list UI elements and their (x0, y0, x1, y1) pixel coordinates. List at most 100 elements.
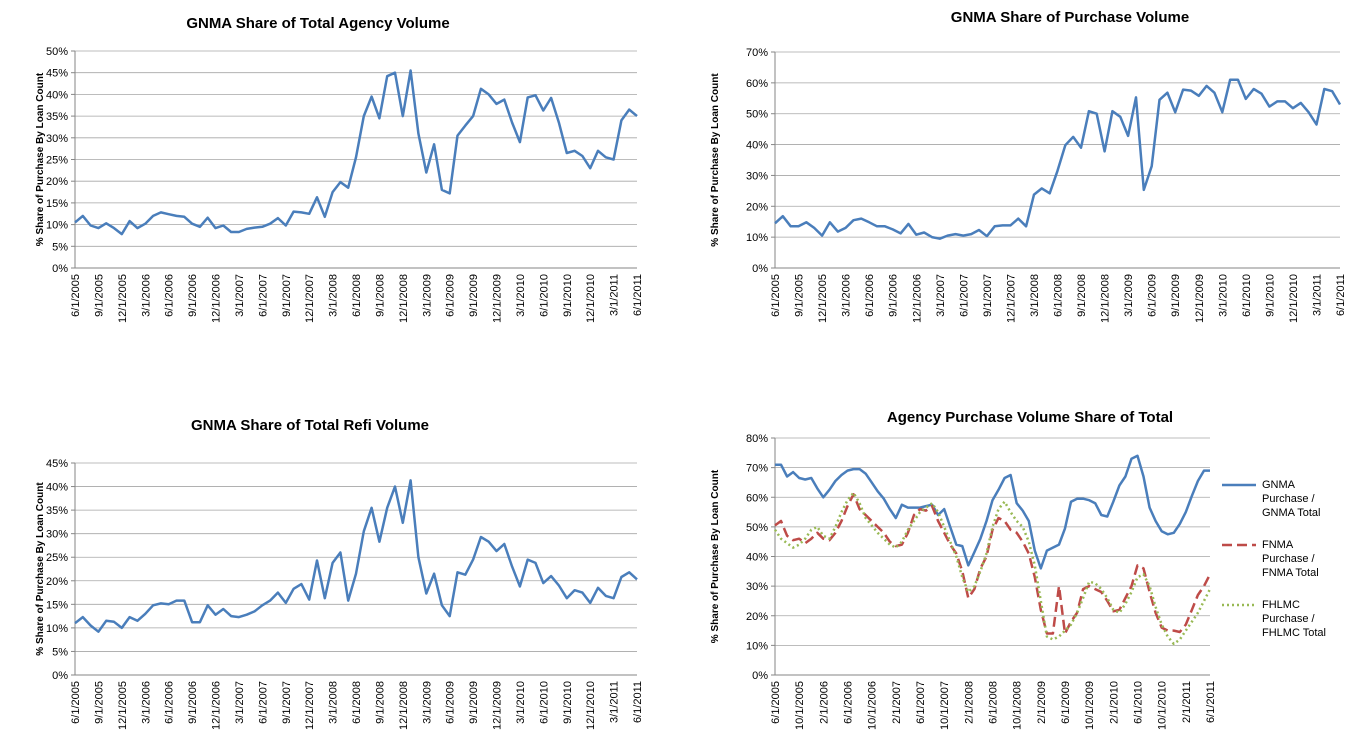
y-tick-label: 25% (46, 552, 68, 564)
x-tick-label: 6/1/2008 (351, 681, 363, 724)
x-tick-label: 10/1/2007 (939, 681, 951, 730)
y-axis-label: % Share of Purchase By Loan Count (35, 482, 46, 656)
chart-title: GNMA Share of Purchase Volume (951, 9, 1189, 26)
x-tick-label: 6/1/2006 (164, 681, 176, 724)
y-tick-label: 20% (46, 176, 68, 188)
x-tick-label: 6/1/2010 (538, 274, 550, 317)
x-tick-label: 6/1/2009 (445, 681, 457, 724)
y-axis-label: % Share of Purchase By Loan Count (35, 72, 46, 246)
x-tick-label: 9/1/2007 (982, 274, 994, 317)
x-tick-label: 12/1/2008 (398, 274, 410, 323)
x-tick-label: 6/1/2008 (1053, 274, 1065, 317)
x-tick-label: 10/1/2008 (1012, 681, 1024, 730)
x-tick-label: 9/1/2005 (93, 681, 105, 724)
x-tick-label: 3/1/2008 (328, 274, 340, 317)
x-tick-label: 3/1/2010 (515, 681, 527, 724)
y-tick-label: 50% (746, 109, 768, 121)
x-tick-label: 6/1/2008 (351, 274, 363, 317)
y-tick-label: 35% (46, 505, 68, 517)
x-tick-label: 2/1/2007 (891, 681, 903, 724)
data-line (774, 78, 1342, 240)
y-tick-label: 40% (746, 552, 768, 564)
chart-title: GNMA Share of Total Refi Volume (191, 417, 429, 434)
x-tick-label: 9/1/2009 (468, 681, 480, 724)
x-tick-label: 3/1/2008 (1029, 274, 1041, 317)
x-tick-label: 12/1/2006 (911, 274, 923, 323)
x-tick-label: 9/1/2008 (374, 681, 386, 724)
x-tick-label: 12/1/2009 (1194, 274, 1206, 323)
x-tick-label: 9/1/2009 (1170, 274, 1182, 317)
y-tick-label: 40% (746, 140, 768, 152)
y-tick-label: 50% (746, 522, 768, 534)
x-tick-label: 12/1/2010 (1288, 274, 1300, 323)
x-tick-label: 9/1/2010 (562, 681, 574, 724)
x-tick-label: 3/1/2009 (1123, 274, 1135, 317)
y-tick-label: 0% (52, 263, 68, 275)
x-tick-label: 6/1/2005 (70, 681, 82, 724)
x-tick-label: 3/1/2009 (421, 681, 433, 724)
x-tick-label: 12/1/2007 (304, 274, 316, 323)
x-tick-label: 2/1/2010 (1108, 681, 1120, 724)
x-tick-label: 9/1/2005 (794, 274, 806, 317)
x-tick-label: 3/1/2010 (515, 274, 527, 317)
x-tick-label: 3/1/2011 (609, 274, 621, 316)
y-tick-label: 40% (46, 89, 68, 101)
x-tick-label: 9/1/2006 (187, 274, 199, 317)
x-tick-label: 10/1/2006 (867, 681, 879, 730)
x-tick-label: 12/1/2007 (1005, 274, 1017, 323)
x-tick-label: 3/1/2011 (609, 681, 621, 723)
x-tick-label: 9/1/2007 (281, 274, 293, 317)
y-tick-label: 60% (746, 78, 768, 90)
chart-title: Agency Purchase Volume Share of Total (887, 409, 1173, 426)
x-tick-label: 3/1/2010 (1217, 274, 1229, 317)
x-tick-label: 6/1/2006 (843, 681, 855, 724)
x-tick-label: 3/1/2006 (841, 274, 853, 317)
data-line (74, 69, 638, 236)
chart-title: GNMA Share of Total Agency Volume (186, 15, 449, 32)
y-tick-label: 45% (46, 68, 68, 80)
x-tick-label: 12/1/2010 (585, 681, 597, 730)
x-tick-label: 2/1/2011 (1181, 681, 1193, 723)
x-tick-label: 6/1/2005 (70, 274, 82, 317)
x-tick-label: 12/1/2009 (492, 274, 504, 323)
x-tick-label: 6/1/2007 (257, 274, 269, 317)
x-tick-label: 12/1/2005 (117, 274, 129, 323)
y-tick-label: 20% (746, 611, 768, 623)
y-tick-label: 15% (46, 599, 68, 611)
x-tick-label: 6/1/2010 (1133, 681, 1145, 724)
y-tick-label: 70% (746, 47, 768, 59)
x-tick-label: 12/1/2005 (117, 681, 129, 730)
y-tick-label: 0% (752, 263, 768, 275)
y-tick-label: 35% (46, 111, 68, 123)
y-tick-label: 30% (46, 133, 68, 145)
legend-label: FNMA Purchase / FNMA Total (1262, 539, 1319, 579)
x-tick-label: 6/1/2011 (1335, 274, 1347, 316)
x-tick-label: 9/1/2010 (562, 274, 574, 317)
x-tick-label: 9/1/2008 (374, 274, 386, 317)
x-tick-label: 2/1/2009 (1036, 681, 1048, 724)
y-tick-label: 0% (52, 670, 68, 682)
legend-label: FHLMC Purchase / FHLMC Total (1262, 599, 1326, 639)
y-tick-label: 80% (746, 433, 768, 445)
x-tick-label: 2/1/2006 (818, 681, 830, 724)
y-tick-label: 30% (746, 581, 768, 593)
y-tick-label: 30% (46, 529, 68, 541)
x-tick-label: 6/1/2010 (538, 681, 550, 724)
x-tick-label: 9/1/2006 (187, 681, 199, 724)
x-tick-label: 3/1/2006 (140, 681, 152, 724)
y-tick-label: 20% (46, 576, 68, 588)
x-tick-label: 6/1/2007 (915, 681, 927, 724)
x-tick-label: 3/1/2006 (140, 274, 152, 317)
x-tick-label: 6/1/2009 (445, 274, 457, 317)
x-tick-label: 6/1/2009 (1060, 681, 1072, 724)
x-tick-label: 6/1/2006 (864, 274, 876, 317)
legend-label: GNMA Purchase / GNMA Total (1262, 479, 1321, 519)
y-tick-label: 5% (52, 241, 68, 253)
x-tick-label: 3/1/2007 (234, 681, 246, 724)
data-line (775, 454, 1210, 570)
x-tick-label: 9/1/2005 (93, 274, 105, 317)
y-tick-label: 15% (46, 198, 68, 210)
y-tick-label: 50% (46, 46, 68, 58)
